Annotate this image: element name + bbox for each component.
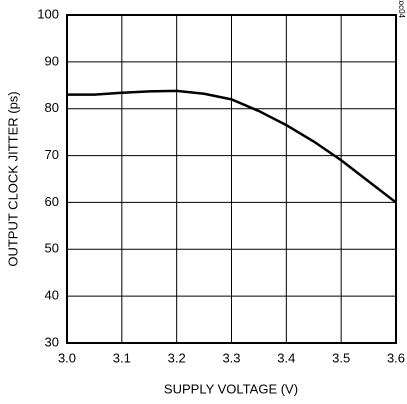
y-tick-label: 100 xyxy=(37,6,59,21)
y-tick-label: 40 xyxy=(45,288,59,303)
y-tick-label: 70 xyxy=(45,147,59,162)
x-tick-label: 3.2 xyxy=(168,350,186,365)
x-tick-label: 3.1 xyxy=(113,350,131,365)
data-line xyxy=(67,89,397,204)
y-tick-label: 90 xyxy=(45,53,59,68)
x-tick-label: 3.0 xyxy=(58,350,76,365)
annotation: MAX9476 toc04 xyxy=(397,0,406,19)
y-tick-label: 80 xyxy=(45,100,59,115)
x-tick-label: 3.5 xyxy=(332,350,350,365)
x-axis-label: SUPPLY VOLTAGE (V) xyxy=(164,381,298,396)
y-tick-label: 30 xyxy=(45,334,59,349)
plot-frame xyxy=(66,14,397,344)
y-tick-label: 50 xyxy=(45,241,59,256)
x-tick-label: 3.3 xyxy=(222,350,240,365)
y-tick-label: 60 xyxy=(45,194,59,209)
y-axis-label: OUTPUT CLOCK JITTER (ps) xyxy=(5,91,20,266)
x-tick-label: 3.6 xyxy=(387,350,405,365)
x-tick-label: 3.4 xyxy=(277,350,295,365)
